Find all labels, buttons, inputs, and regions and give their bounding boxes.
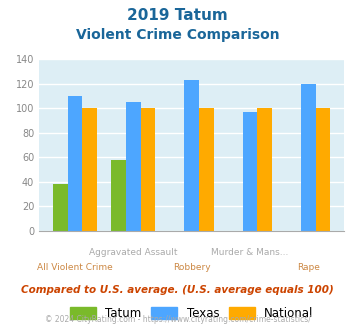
Bar [316, 109, 331, 231]
Text: Murder & Mans...: Murder & Mans... [212, 248, 289, 257]
Text: 2019 Tatum: 2019 Tatum [127, 8, 228, 23]
Bar [126, 102, 141, 231]
Bar [141, 109, 155, 231]
Text: Aggravated Assault: Aggravated Assault [89, 248, 178, 257]
Bar [257, 109, 272, 231]
Text: Compared to U.S. average. (U.S. average equals 100): Compared to U.S. average. (U.S. average … [21, 285, 334, 295]
Text: Rape: Rape [297, 263, 320, 272]
Bar [184, 80, 199, 231]
Text: All Violent Crime: All Violent Crime [37, 263, 113, 272]
Bar [301, 84, 316, 231]
Bar [82, 109, 97, 231]
Bar [53, 184, 67, 231]
Bar [111, 160, 126, 231]
Bar [199, 109, 214, 231]
Text: © 2024 CityRating.com - https://www.cityrating.com/crime-statistics/: © 2024 CityRating.com - https://www.city… [45, 315, 310, 324]
Bar [243, 112, 257, 231]
Bar [67, 96, 82, 231]
Text: Violent Crime Comparison: Violent Crime Comparison [76, 28, 279, 42]
Legend: Tatum, Texas, National: Tatum, Texas, National [65, 302, 318, 325]
Text: Robbery: Robbery [173, 263, 211, 272]
